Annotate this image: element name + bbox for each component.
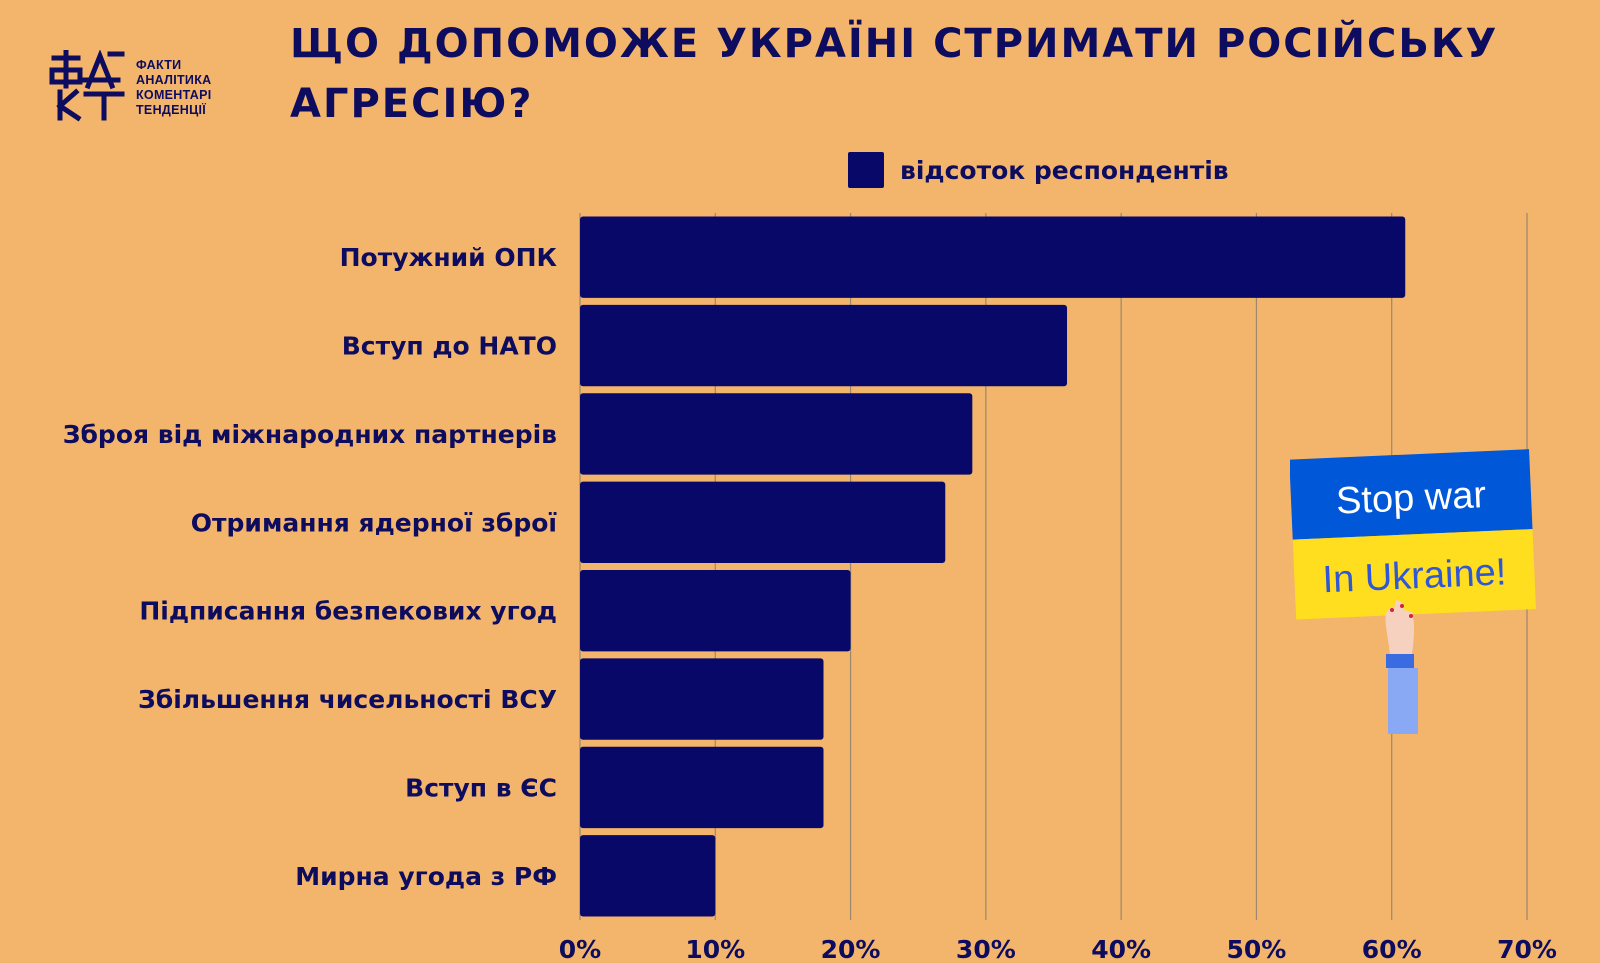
category-label: Потужний ОПК bbox=[340, 243, 558, 272]
hand-icon bbox=[1385, 600, 1418, 734]
x-tick-label: 70% bbox=[1497, 935, 1557, 963]
x-tick-label: 60% bbox=[1362, 935, 1422, 963]
logo: ФАКТИ АНАЛІТИКА КОМЕНТАРІ ТЕНДЕНЦІЇ bbox=[48, 50, 238, 125]
x-tick-label: 20% bbox=[821, 935, 881, 963]
logo-line-3: КОМЕНТАРІ bbox=[136, 88, 212, 102]
x-tick-label: 40% bbox=[1091, 935, 1151, 963]
legend-label: відсоток респондентів bbox=[900, 155, 1229, 185]
bar bbox=[580, 304, 1068, 387]
legend: відсоток респондентів bbox=[848, 151, 1229, 189]
category-label: Підписання безпекових угод bbox=[139, 597, 557, 626]
fakt-logo-icon bbox=[49, 50, 125, 122]
sign-line-2: In Ukraine! bbox=[1322, 551, 1507, 601]
bar bbox=[580, 835, 716, 917]
bar bbox=[580, 393, 973, 475]
logo-line-1: ФАКТИ bbox=[136, 58, 182, 72]
category-labels: Потужний ОПК Вступ до НАТО Зброя від міжна… bbox=[63, 243, 558, 891]
x-tick-label: 30% bbox=[956, 935, 1016, 963]
sign-top-panel bbox=[1290, 449, 1533, 540]
stop-war-sign: Stop war In Ukraine! bbox=[1290, 449, 1536, 734]
category-label: Зброя від міжнародних партнерів bbox=[63, 420, 557, 449]
bar bbox=[580, 570, 851, 652]
bars bbox=[580, 216, 1406, 917]
bar bbox=[580, 481, 946, 563]
legend-swatch bbox=[848, 152, 884, 188]
x-tick-labels: 0% 10% 20% 30% 40% 50% 60% 70% bbox=[559, 935, 1557, 963]
category-label: Вступ в ЄС bbox=[405, 773, 557, 802]
x-tick-label: 50% bbox=[1227, 935, 1287, 963]
bar bbox=[580, 216, 1406, 298]
bar bbox=[580, 658, 824, 740]
category-label: Отримання ядерної зброї bbox=[191, 508, 558, 537]
category-label: Мирна угода з РФ bbox=[295, 862, 557, 891]
category-label: Вступ до НАТО bbox=[342, 332, 557, 361]
x-tick-label: 0% bbox=[559, 935, 601, 963]
chart-title: ЩО ДОПОМОЖЕ УКРАЇНІ СТРИМАТИ РОСІЙСЬКУ А… bbox=[290, 21, 1499, 127]
category-label: Збільшення чисельності ВСУ bbox=[138, 685, 557, 714]
x-tick-label: 10% bbox=[685, 935, 745, 963]
bar bbox=[580, 746, 824, 829]
sign-bottom-panel bbox=[1292, 529, 1536, 620]
logo-line-2: АНАЛІТИКА bbox=[136, 73, 212, 87]
sign-line-1: Stop war bbox=[1335, 474, 1487, 523]
logo-line-4: ТЕНДЕНЦІЇ bbox=[136, 103, 207, 117]
